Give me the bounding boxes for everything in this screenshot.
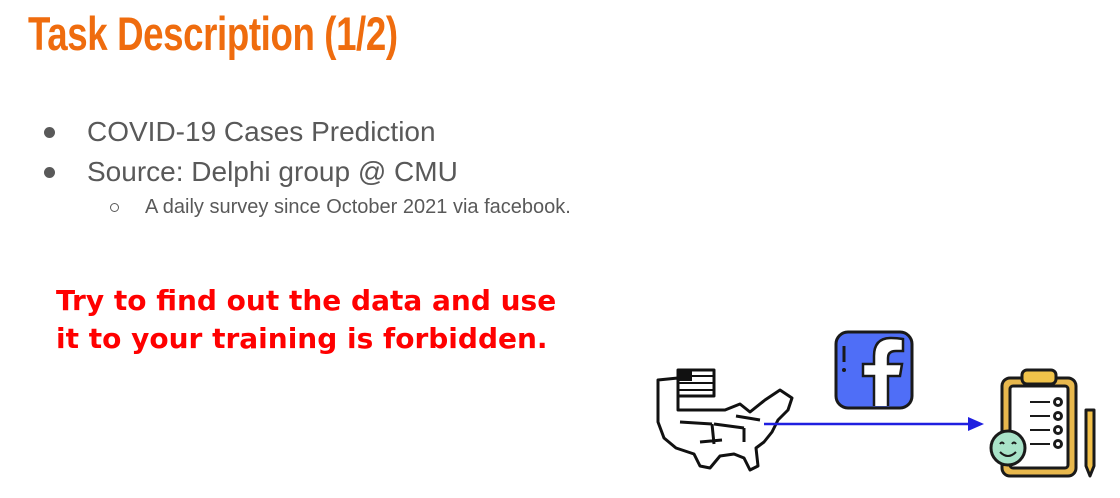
usa-map-flag-icon (656, 368, 794, 472)
bullet-text: Source: Delphi group @ CMU (87, 156, 458, 187)
bullet-dot-icon (44, 167, 55, 178)
bullet-text: COVID-19 Cases Prediction (87, 116, 436, 147)
forbidden-warning: Try to find out the data and use it to y… (56, 282, 556, 358)
slide-title: Task Description (1/2) (28, 7, 398, 60)
bullet-item: Source: Delphi group @ CMU (40, 152, 571, 192)
sub-bullet-item: A daily survey since October 2021 via fa… (40, 192, 571, 222)
warning-line-2: it to your training is forbidden. (56, 322, 548, 355)
bullet-item: COVID-19 Cases Prediction (40, 112, 571, 152)
sub-bullet-circle-icon (110, 203, 119, 212)
sub-bullet-text: A daily survey since October 2021 via fa… (145, 196, 571, 218)
bullet-dot-icon (44, 127, 55, 138)
arrow-icon (764, 417, 984, 431)
facebook-icon (834, 330, 914, 410)
warning-line-1: Try to find out the data and use (56, 284, 557, 317)
data-source-illustration (656, 330, 1096, 478)
bullet-list: COVID-19 Cases Prediction Source: Delphi… (40, 112, 571, 222)
clipboard-survey-icon (989, 368, 1096, 478)
